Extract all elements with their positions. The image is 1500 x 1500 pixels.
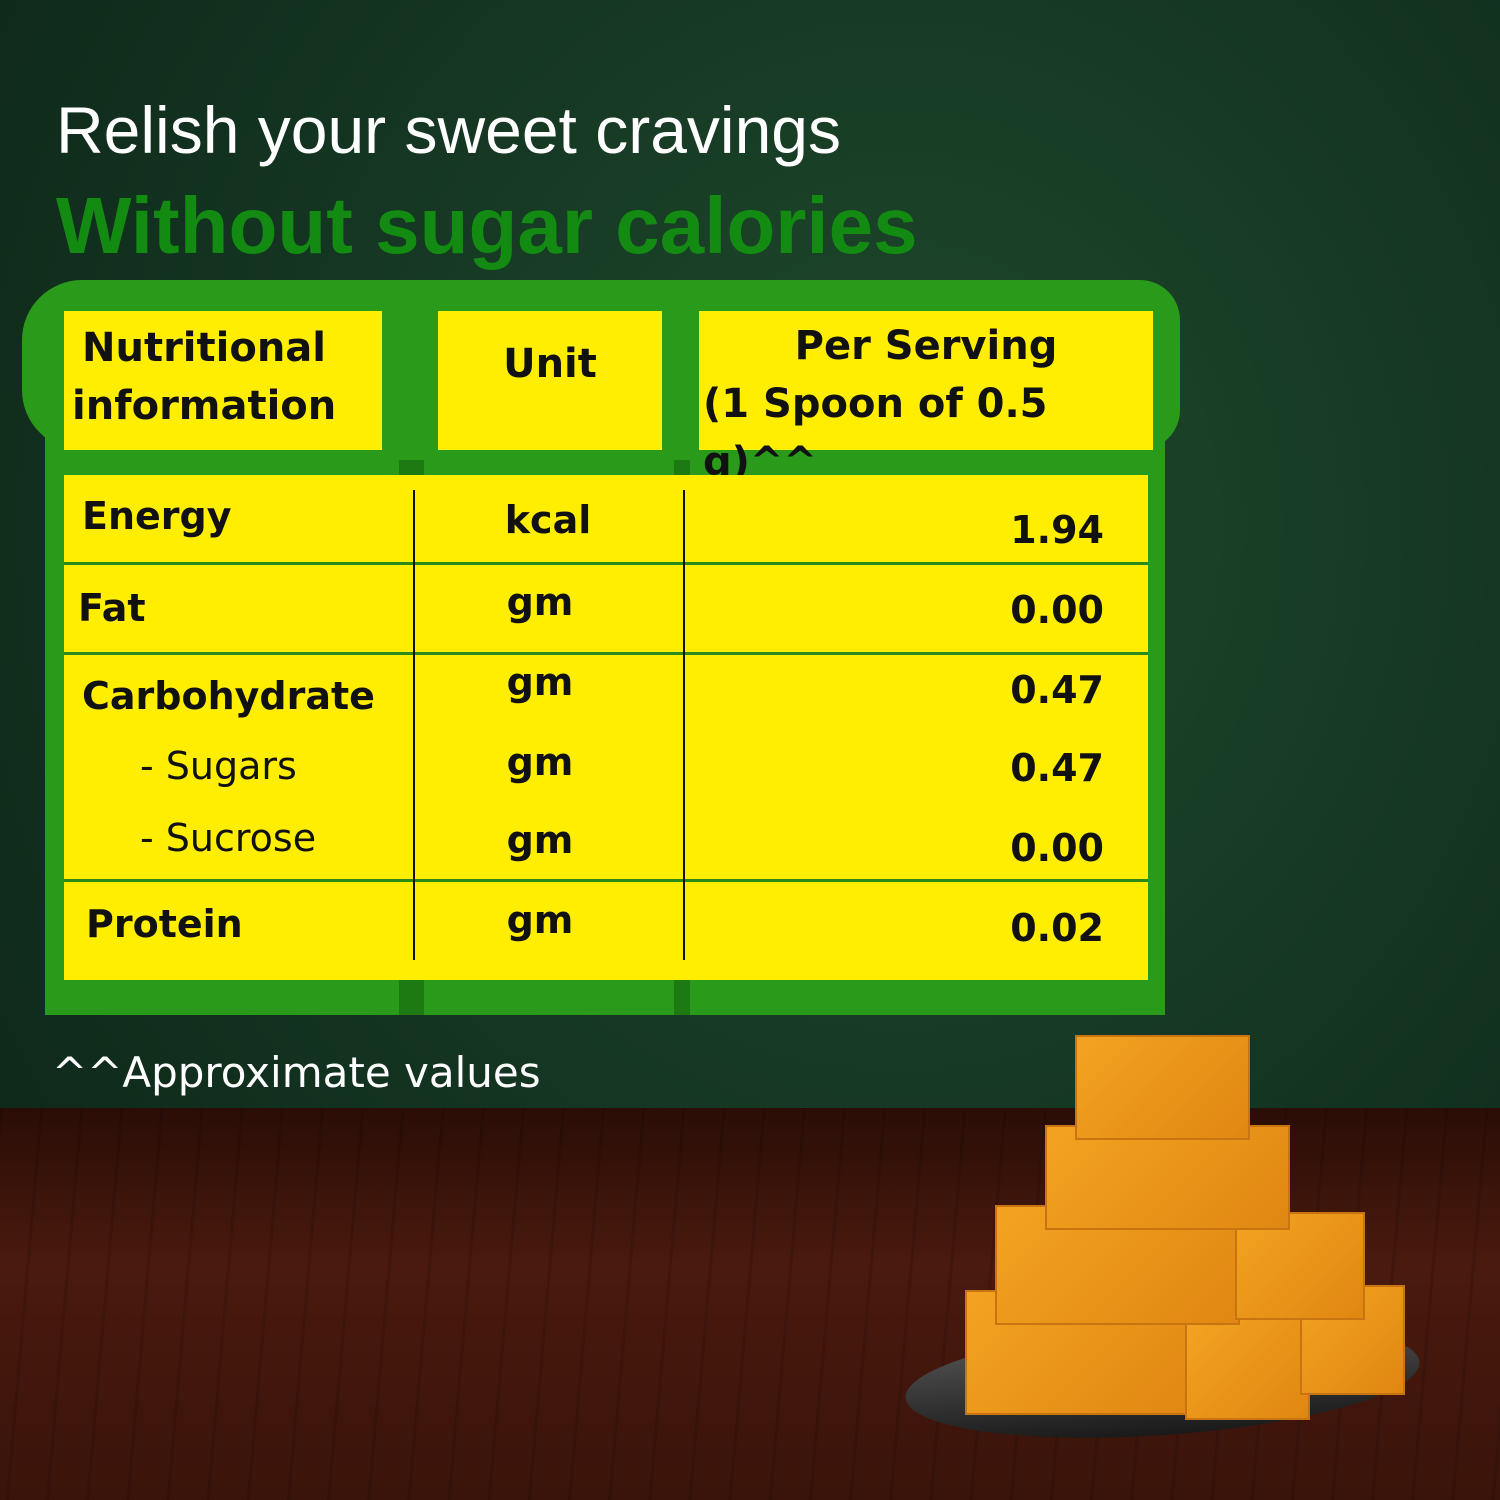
row-unit: gm <box>506 740 574 784</box>
header-line: (1 Spoon of 0.5 g)^^ <box>703 381 1048 485</box>
header-nutritional-info: Nutritional information <box>64 311 382 450</box>
header-line: information <box>72 383 337 429</box>
row-value: 0.00 <box>1010 826 1104 870</box>
row-name-sugars: - Sugars <box>140 744 297 788</box>
row-name-energy: Energy <box>82 494 232 538</box>
row-unit: gm <box>506 818 574 862</box>
row-unit: gm <box>506 580 574 624</box>
subheadline: Without sugar calories <box>56 181 918 270</box>
table-body <box>64 475 1148 980</box>
column-divider <box>683 490 685 960</box>
header-line: Nutritional <box>82 325 327 371</box>
row-value: 1.94 <box>1010 508 1104 552</box>
row-unit: gm <box>506 660 574 704</box>
row-value: 0.00 <box>1010 588 1104 632</box>
row-unit: gm <box>506 898 574 942</box>
row-name-protein: Protein <box>86 902 243 946</box>
row-unit: kcal <box>504 498 592 542</box>
sweet-piece <box>1185 1315 1310 1420</box>
row-name-fat: Fat <box>78 586 146 630</box>
sweet-piece <box>1045 1125 1290 1230</box>
row-divider <box>64 879 1148 882</box>
row-value: 0.47 <box>1010 668 1104 712</box>
row-divider <box>64 562 1148 565</box>
header-unit: Unit <box>438 311 662 450</box>
header-line: Per Serving <box>794 323 1058 369</box>
row-name-sucrose: - Sucrose <box>140 816 317 860</box>
footnote: ^^Approximate values <box>52 1048 541 1097</box>
sweet-piece <box>1075 1035 1250 1140</box>
row-divider <box>64 652 1148 655</box>
header-per-serving: Per Serving (1 Spoon of 0.5 g)^^ <box>699 311 1153 485</box>
headline: Relish your sweet cravings <box>56 93 841 167</box>
row-value: 0.02 <box>1010 906 1104 950</box>
sweet-piece <box>1235 1212 1365 1320</box>
column-divider <box>413 490 415 960</box>
row-name-carbohydrate: Carbohydrate <box>82 674 375 718</box>
row-value: 0.47 <box>1010 746 1104 790</box>
